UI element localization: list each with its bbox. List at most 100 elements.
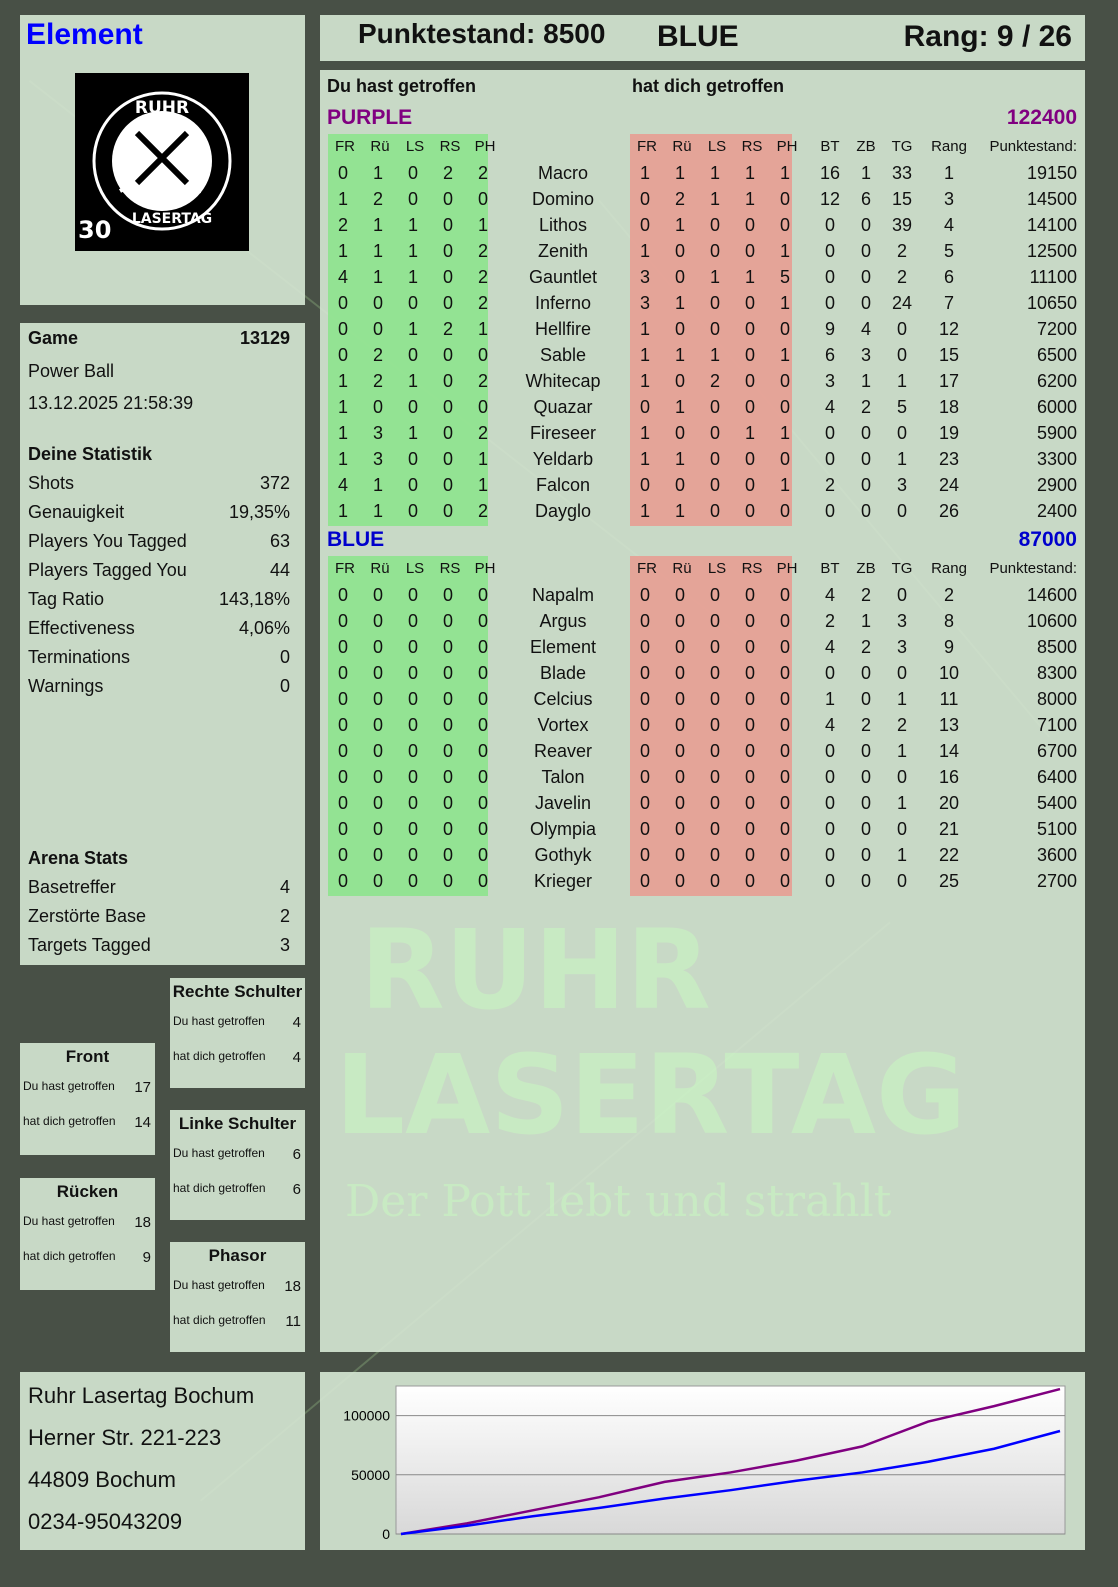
hit-you-cell: 0 (674, 845, 685, 865)
you-hit-cell: 0 (477, 871, 488, 891)
stat-value: 44 (269, 560, 290, 580)
extra-cell: 39 (891, 215, 913, 235)
extra-cell: 2 (860, 397, 871, 417)
hit-you-cell: 0 (744, 819, 755, 839)
you-hit-cell: 0 (442, 345, 453, 365)
game-row: Game 13129 (28, 328, 290, 349)
score-chart: 0 50000 100000 (343, 1385, 1066, 1542)
address-line: Ruhr Lasertag Bochum (28, 1383, 255, 1408)
hit-you-cell: 0 (744, 663, 755, 683)
extra-cell: 4 (943, 215, 954, 235)
hit-you-cell: 0 (639, 611, 650, 631)
you-hit-cell: 1 (337, 371, 348, 391)
zone-hit-value: 18 (284, 1278, 301, 1295)
hit-you-cell: 0 (709, 397, 720, 417)
extra-cell: 0 (860, 767, 871, 787)
you-hit-cell: 1 (372, 501, 383, 521)
extra-cell: 6 (824, 345, 835, 365)
stats-panel (20, 323, 305, 965)
extra-cell: 1 (896, 449, 907, 469)
extra-cell: 3 (896, 475, 907, 495)
stat-label: Effectiveness (28, 618, 135, 638)
you-hit-cell: 2 (442, 163, 453, 183)
you-hit-cell: 0 (442, 371, 453, 391)
game-datetime: 13.12.2025 21:58:39 (28, 393, 194, 413)
hit-you-cell: 1 (674, 215, 685, 235)
hit-you-cell: 0 (744, 345, 755, 365)
hit-you-cell: 0 (709, 767, 720, 787)
col-TG: TG (891, 138, 913, 155)
watermark-slogan: Der Pott lebt und strahlt (345, 1176, 892, 1227)
zone-hit-value: 18 (134, 1214, 151, 1231)
table-row: 0 0 1 2 1 Hellfire 1 0 0 0 0 9 4 0 12 7200 (320, 319, 1085, 345)
stat-row: Warnings 0 (28, 676, 290, 697)
stat-value: 372 (259, 473, 290, 493)
you-hit-cell: 0 (477, 689, 488, 709)
hit-you-cell: 0 (744, 767, 755, 787)
player-name: Napalm (531, 585, 595, 605)
col-BT: BT (820, 138, 840, 155)
hit-you-cell: 0 (709, 845, 720, 865)
you-hit-cell: 0 (442, 397, 453, 417)
extra-cell: 0 (860, 689, 871, 709)
hit-you-cell: 0 (744, 871, 755, 891)
extra-cell: 4 (824, 715, 835, 735)
table-header: FR FR Rü Rü LS LS RS RS PH PH BT ZB TG Rang Punktestan… (320, 138, 1085, 164)
hit-you-cell: 0 (744, 637, 755, 657)
table-row: 1 3 1 0 2 Fireseer 1 0 0 1 1 0 0 0 19 5900 (320, 423, 1085, 449)
you-hit-cell: 0 (372, 819, 383, 839)
extra-cell: 0 (896, 663, 907, 683)
hit-zone-box: Rechte Schulter Du hast getroffen 4 hat dic… (170, 978, 305, 1088)
y-tick-label: 0 (382, 1526, 390, 1542)
you-hit-cell: 0 (372, 741, 383, 761)
watermark-ruhr: RUHR (360, 906, 711, 1034)
you-hit-cell: 1 (477, 475, 488, 495)
extra-cell: 2 (824, 611, 835, 631)
hit-you-cell: 0 (709, 689, 720, 709)
extra-cell: 25 (938, 871, 960, 891)
col-FR: FR (637, 560, 657, 577)
you-hit-cell: 0 (442, 845, 453, 865)
you-hit-cell: 0 (407, 871, 418, 891)
hit-you-cell: 1 (674, 345, 685, 365)
extra-cell: 12 (819, 189, 841, 209)
stat-row: Genauigkeit 19,35% (28, 502, 290, 523)
zone-got-value: 9 (142, 1249, 151, 1266)
table-row: 0 0 0 0 0 Vortex 0 0 0 0 0 4 2 2 13 7100 (320, 715, 1085, 741)
you-hit-cell: 0 (442, 241, 453, 261)
hit-you-cell: 1 (674, 163, 685, 183)
y-tick-label: 50000 (351, 1467, 390, 1483)
you-hit-cell: 1 (337, 449, 348, 469)
hit-you-block (630, 556, 792, 896)
player-rank: Rang: 9 / 26 (903, 20, 1072, 53)
you-hit-cell: 0 (407, 819, 418, 839)
table-row: 4 1 0 0 1 Falcon 0 0 0 0 1 2 0 3 24 2900 (320, 475, 1085, 501)
hit-you-cell: 0 (744, 397, 755, 417)
hit-you-cell: 0 (639, 663, 650, 683)
extra-cell: 13 (938, 715, 960, 735)
player-score: 7200 (1036, 319, 1077, 339)
extra-cell: 0 (896, 871, 907, 891)
table-row: 1 1 0 0 2 Dayglo 1 1 0 0 0 0 0 0 26 2400 (320, 501, 1085, 527)
svg-text:LASERTAG: LASERTAG (132, 211, 212, 227)
you-hit-cell: 0 (337, 793, 348, 813)
player-score: 14600 (1026, 585, 1077, 605)
zone-got-value: 11 (285, 1313, 301, 1330)
col-TG: TG (891, 560, 913, 577)
hit-you-cell: 0 (779, 449, 790, 469)
arena-value: 3 (279, 935, 290, 955)
extra-cell: 1 (860, 371, 871, 391)
extra-cell: 3 (860, 345, 871, 365)
hit-you-cell: 0 (744, 715, 755, 735)
you-hit-cell: 0 (337, 819, 348, 839)
you-hit-cell: 0 (442, 585, 453, 605)
table-row: 1 3 0 0 1 Yeldarb 1 1 0 0 0 0 0 1 23 3300 (320, 449, 1085, 475)
table-row: 1 0 0 0 0 Quazar 0 1 0 0 0 4 2 5 18 6000 (320, 397, 1085, 423)
extra-cell: 4 (824, 397, 835, 417)
extra-cell: 33 (891, 163, 913, 183)
hit-you-cell: 0 (674, 319, 685, 339)
arena-label: Basetreffer (28, 877, 116, 897)
table-row: 4 1 1 0 2 Gauntlet 3 0 1 1 5 0 0 2 6 11100 (320, 267, 1085, 293)
you-hit-cell: 0 (407, 345, 418, 365)
you-hit-cell: 2 (477, 293, 488, 313)
